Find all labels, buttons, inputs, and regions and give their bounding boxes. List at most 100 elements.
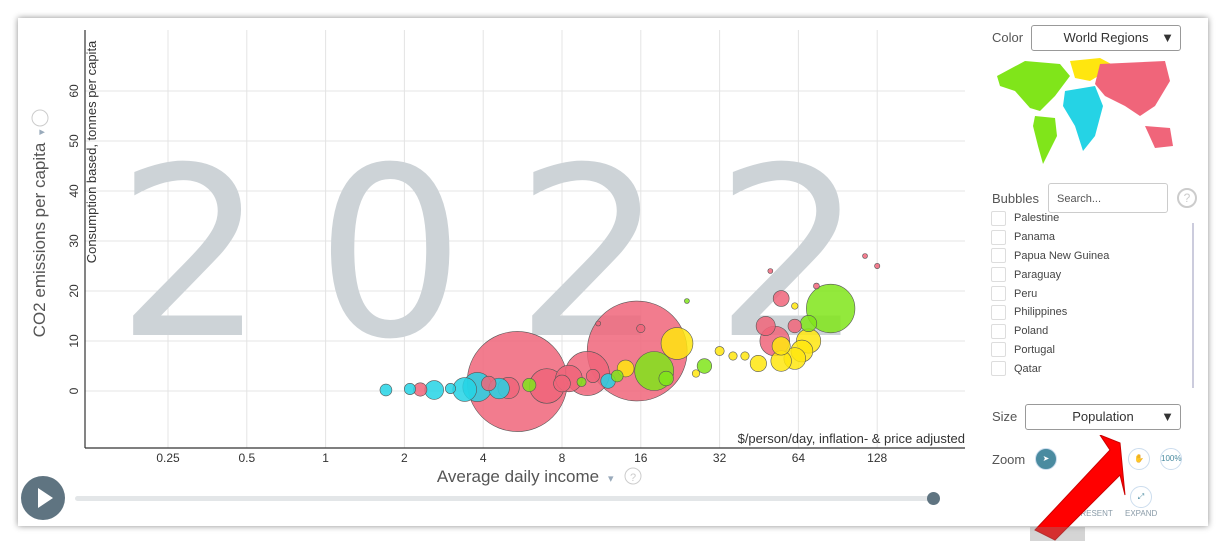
y-help-icon[interactable] — [31, 109, 49, 127]
checkbox[interactable] — [991, 304, 1006, 320]
bubble-asia[interactable] — [772, 290, 790, 307]
bubble-asia[interactable] — [553, 374, 571, 393]
bubble-europe[interactable] — [749, 355, 767, 372]
checkbox[interactable] — [991, 286, 1006, 302]
bubble-americas[interactable] — [696, 358, 713, 374]
y-axis-dropdown-icon[interactable]: ▾ — [36, 129, 48, 135]
bubble-europe[interactable] — [771, 336, 791, 356]
bubble-europe[interactable] — [691, 369, 701, 378]
x-unit-label: $/person/day, inflation- & price adjuste… — [738, 431, 965, 446]
y-tick-label: 60 — [67, 84, 81, 98]
country-name: Philippines — [1014, 306, 1068, 319]
bubble-africa[interactable] — [379, 383, 393, 397]
size-label: Size — [992, 409, 1018, 424]
checkbox[interactable] — [991, 267, 1006, 283]
red-arrow-annotation — [1030, 435, 1126, 541]
x-axis-dropdown-icon[interactable]: ▾ — [608, 473, 614, 485]
x-tick-label: 64 — [792, 451, 806, 465]
bubble-americas[interactable] — [522, 378, 537, 392]
bubble-asia[interactable] — [755, 316, 776, 336]
country-list-item[interactable]: Romania — [991, 378, 1191, 379]
y-tick-label: 30 — [67, 234, 81, 248]
bubble-americas[interactable] — [658, 370, 674, 387]
help-icon[interactable]: ? — [1177, 188, 1197, 208]
timeline-slider[interactable] — [75, 496, 935, 501]
country-name: Poland — [1014, 325, 1049, 338]
bubble-asia[interactable] — [874, 263, 881, 269]
bubble-africa[interactable] — [445, 383, 456, 394]
play-button[interactable] — [21, 476, 65, 520]
zoom-100-button[interactable]: 100% — [1160, 448, 1182, 470]
expand-icon[interactable]: ⤢ — [1130, 486, 1152, 508]
country-list-item[interactable]: Peru — [991, 284, 1191, 303]
side-panel: Color World Regions ▼ Bubbles Search... ?… — [975, 18, 1205, 526]
bubbles-search-input[interactable]: Search... — [1048, 183, 1168, 213]
x-help-glyph: ? — [630, 472, 636, 484]
checkbox[interactable] — [991, 323, 1006, 339]
checkbox[interactable] — [991, 342, 1006, 358]
bubble-asia[interactable] — [585, 369, 600, 383]
color-select[interactable]: World Regions ▼ — [1031, 25, 1181, 51]
checkbox[interactable] — [991, 361, 1006, 377]
bubble-asia[interactable] — [862, 253, 868, 259]
present-button[interactable]: PRESENT — [1075, 509, 1113, 518]
bubble-europe[interactable] — [714, 346, 725, 356]
bubble-americas[interactable] — [800, 315, 818, 332]
country-list-item[interactable]: Portugal — [991, 341, 1191, 360]
size-value: Population — [1072, 409, 1134, 424]
country-list-item[interactable]: Philippines — [991, 303, 1191, 322]
country-name: Papua New Guinea — [1014, 249, 1110, 262]
bubble-asia[interactable] — [481, 375, 497, 392]
bubble-asia[interactable] — [595, 320, 602, 327]
x-axis-label[interactable]: Average daily income — [437, 467, 599, 486]
country-list-item[interactable]: Poland — [991, 322, 1191, 341]
dropdown-arrow-icon: ▼ — [1161, 409, 1174, 424]
x-help-icon[interactable] — [624, 467, 642, 485]
bubble-africa[interactable] — [404, 383, 416, 395]
y-axis-label[interactable]: CO2 emissions per capita — [30, 142, 49, 337]
bubble-europe[interactable] — [660, 327, 694, 360]
x-tick-label: 0.25 — [156, 451, 180, 465]
x-tick-label: 16 — [634, 451, 648, 465]
country-list-item[interactable]: Palestine — [991, 209, 1191, 228]
bubbles-label: Bubbles — [992, 191, 1039, 206]
bubble-americas[interactable] — [576, 377, 587, 387]
bubble-asia[interactable] — [767, 268, 774, 274]
checkbox[interactable] — [991, 248, 1006, 264]
bubble-africa[interactable] — [452, 377, 477, 402]
list-scrollbar[interactable] — [1192, 223, 1194, 388]
country-name: Portugal — [1014, 343, 1055, 356]
timeline-thumb[interactable] — [927, 492, 940, 505]
gapminder-frame — [18, 18, 1208, 526]
bubble-africa[interactable] — [424, 380, 444, 400]
x-tick-label: 0.5 — [238, 451, 255, 465]
checkbox[interactable] — [991, 229, 1006, 245]
bubble-europe[interactable] — [728, 351, 738, 361]
y-tick-label: 0 — [67, 387, 81, 394]
bubble-europe[interactable] — [791, 302, 799, 310]
country-list-item[interactable]: Qatar — [991, 359, 1191, 378]
bubble-asia[interactable] — [787, 318, 802, 334]
bubble-americas[interactable] — [684, 298, 690, 304]
country-list-item[interactable]: Paraguay — [991, 265, 1191, 284]
y-tick-label: 10 — [67, 334, 81, 348]
pointer-mode-button[interactable]: ➤ — [1035, 448, 1057, 470]
y-axis-sublabel: Consumption based, tonnes per capita — [84, 40, 99, 263]
checkbox[interactable] — [991, 210, 1006, 226]
country-list-item[interactable]: Panama — [991, 228, 1191, 247]
x-tick-label: 32 — [713, 451, 727, 465]
bubble-asia[interactable] — [636, 323, 646, 334]
bubble-americas[interactable] — [610, 369, 624, 383]
bubble-europe[interactable] — [740, 351, 750, 361]
pan-mode-button[interactable]: ✋ — [1128, 448, 1150, 470]
country-name: Qatar — [1014, 362, 1042, 375]
country-name: Panama — [1014, 231, 1055, 244]
country-list-item[interactable]: Papua New Guinea — [991, 247, 1191, 266]
bubble-asia[interactable] — [813, 282, 820, 290]
bubble-americas[interactable] — [806, 283, 856, 334]
y-tick-label: 20 — [67, 284, 81, 298]
size-select[interactable]: Population ▼ — [1025, 404, 1181, 430]
expand-button[interactable]: EXPAND — [1125, 509, 1158, 518]
world-regions-map[interactable] — [995, 56, 1180, 168]
